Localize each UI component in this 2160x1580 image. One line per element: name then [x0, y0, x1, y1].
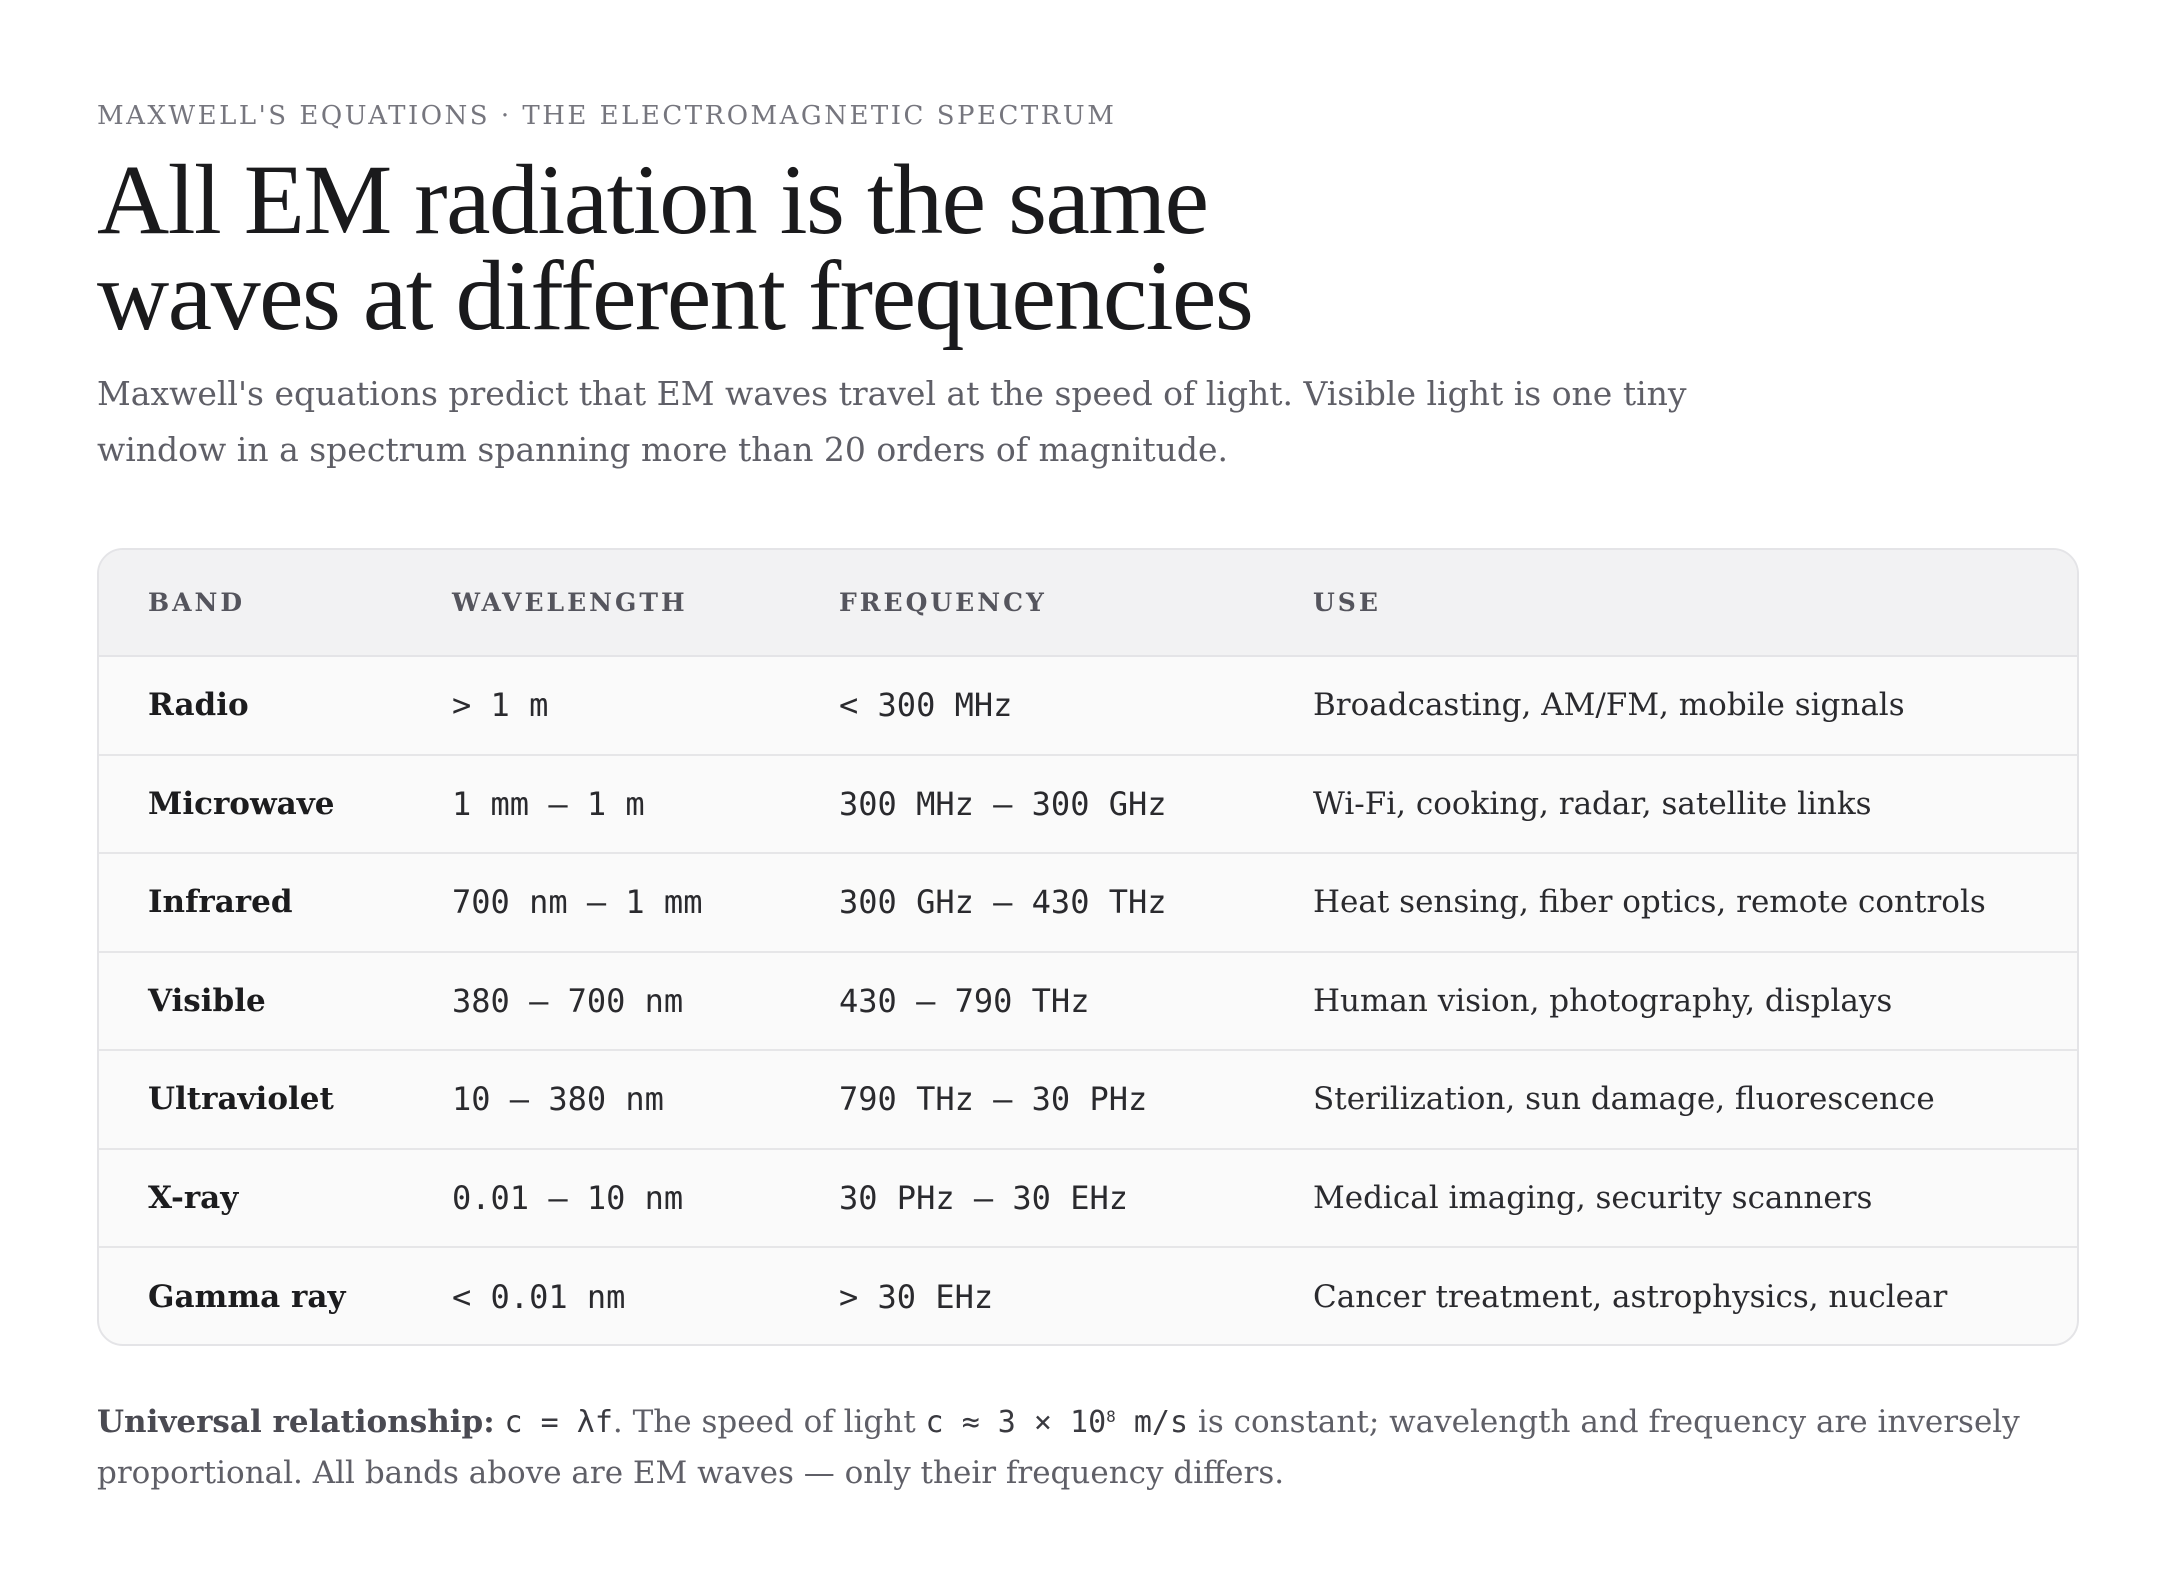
- page-title: All EM radiation is the same waves at di…: [97, 150, 1397, 346]
- use-cell: Cancer treatment, astrophysics, nuclear: [1313, 1246, 2077, 1344]
- band-cell: Gamma ray: [99, 1246, 452, 1344]
- frequency-cell: 430 – 790 THz: [839, 950, 1313, 1050]
- table-row: Visible 380 – 700 nm 430 – 790 THz Human…: [99, 950, 2077, 1050]
- use-cell: Medical imaging, security scanners: [1313, 1147, 2077, 1247]
- frequency-cell: > 30 EHz: [839, 1246, 1313, 1344]
- use-cell: Human vision, photography, displays: [1313, 950, 2077, 1050]
- table-row: Gamma ray < 0.01 nm > 30 EHz Cancer trea…: [99, 1246, 2077, 1344]
- wavelength-cell: 10 – 380 nm: [452, 1049, 839, 1149]
- header-band: BAND: [99, 550, 452, 657]
- use-cell: Wi-Fi, cooking, radar, satellite links: [1313, 753, 2077, 853]
- speed-base: c ≈ 3 × 10: [925, 1405, 1107, 1440]
- use-cell: Sterilization, sun damage, fluorescence: [1313, 1049, 2077, 1149]
- wavelength-cell: 700 nm – 1 mm: [452, 852, 839, 952]
- table-row: Ultraviolet 10 – 380 nm 790 THz – 30 PHz…: [99, 1049, 2077, 1149]
- wavelength-cell: 380 – 700 nm: [452, 950, 839, 1050]
- footnote-label: Universal relationship:: [97, 1404, 495, 1440]
- wavelength-cell: > 1 m: [452, 686, 549, 725]
- title-line-1: All EM radiation is the same: [97, 144, 1209, 255]
- band-cell: Radio: [148, 687, 249, 724]
- footnote: Universal relationship: c = λf. The spee…: [97, 1392, 2087, 1498]
- speed-exponent: 8: [1106, 1407, 1116, 1426]
- frequency-cell: 790 THz – 30 PHz: [839, 1049, 1313, 1149]
- band-cell: Visible: [99, 950, 452, 1050]
- table-row: Microwave 1 mm – 1 m 300 MHz – 300 GHz W…: [99, 753, 2077, 853]
- table-header-row: BAND WAVELENGTH FREQUENCY USE: [99, 550, 2077, 657]
- frequency-cell: 300 MHz – 300 GHz: [839, 753, 1313, 853]
- formula: c = λf: [504, 1405, 613, 1440]
- spectrum-table-card: BAND WAVELENGTH FREQUENCY USE Radio > 1 …: [97, 548, 2079, 1346]
- page-content: MAXWELL'S EQUATIONS · THE ELECTROMAGNETI…: [97, 96, 2087, 1491]
- footnote-text-1: . The speed of light: [612, 1404, 926, 1440]
- frequency-cell: 300 GHz – 430 THz: [839, 852, 1313, 952]
- footnote-text-2: is constant; wavelength and frequency ar…: [97, 1404, 2020, 1491]
- band-cell: Infrared: [99, 852, 452, 952]
- frequency-cell: < 300 MHz: [839, 686, 1013, 725]
- spectrum-table: BAND WAVELENGTH FREQUENCY USE Radio > 1 …: [99, 550, 2077, 1344]
- wavelength-cell: 0.01 – 10 nm: [452, 1147, 839, 1247]
- speed-unit: m/s: [1115, 1405, 1189, 1440]
- eyebrow: MAXWELL'S EQUATIONS · THE ELECTROMAGNETI…: [97, 101, 1117, 131]
- wavelength-cell: 1 mm – 1 m: [452, 753, 839, 853]
- band-cell: Ultraviolet: [99, 1049, 452, 1149]
- wavelength-cell: < 0.01 nm: [452, 1246, 839, 1344]
- speed-of-light: c ≈ 3 × 108 m/s: [926, 1405, 1189, 1440]
- table-row: X-ray 0.01 – 10 nm 30 PHz – 30 EHz Medic…: [99, 1147, 2077, 1247]
- band-cell: X-ray: [99, 1147, 452, 1247]
- use-cell: Broadcasting, AM/FM, mobile signals: [1313, 687, 1905, 724]
- header-use: USE: [1313, 550, 2077, 657]
- subtitle: Maxwell's equations predict that EM wave…: [97, 374, 1687, 469]
- header-frequency: FREQUENCY: [839, 550, 1313, 657]
- band-cell: Microwave: [99, 753, 452, 853]
- frequency-cell: 30 PHz – 30 EHz: [839, 1147, 1313, 1247]
- header-wavelength: WAVELENGTH: [452, 550, 839, 657]
- table-row: Radio > 1 m < 300 MHz Broadcasting, AM/F…: [99, 656, 2077, 755]
- use-cell: Heat sensing, fiber optics, remote contr…: [1313, 852, 2077, 952]
- title-line-2: waves at different frequencies: [97, 240, 1254, 351]
- table-row: Infrared 700 nm – 1 mm 300 GHz – 430 THz…: [99, 852, 2077, 952]
